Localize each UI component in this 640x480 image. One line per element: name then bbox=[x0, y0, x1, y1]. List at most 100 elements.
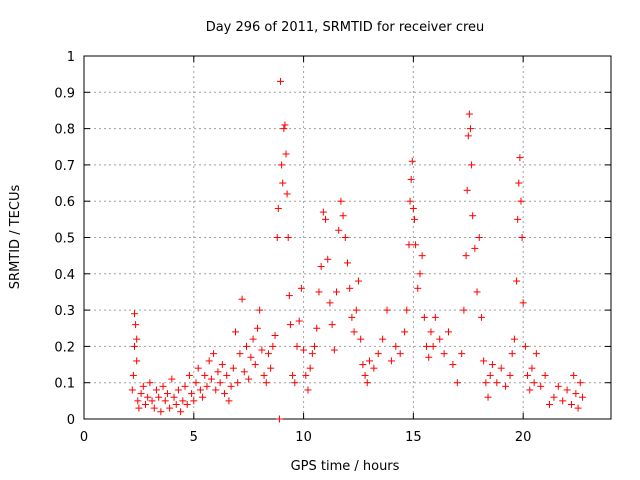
data-point bbox=[166, 404, 174, 412]
data-point bbox=[405, 241, 413, 249]
data-point bbox=[174, 386, 182, 394]
data-point bbox=[282, 150, 290, 158]
data-point bbox=[157, 408, 165, 416]
data-point bbox=[274, 204, 282, 212]
data-point bbox=[516, 154, 524, 162]
data-point bbox=[541, 371, 549, 379]
data-point bbox=[524, 371, 532, 379]
data-point bbox=[177, 408, 185, 416]
data-point bbox=[163, 390, 171, 398]
data-point bbox=[463, 186, 471, 194]
data-point bbox=[286, 321, 294, 329]
data-point bbox=[462, 252, 470, 260]
data-point bbox=[570, 371, 578, 379]
data-point bbox=[196, 386, 204, 394]
data-point bbox=[245, 375, 253, 383]
data-point bbox=[574, 404, 582, 412]
data-point bbox=[216, 379, 224, 387]
data-point bbox=[283, 190, 291, 198]
data-point bbox=[346, 284, 354, 292]
data-point bbox=[453, 379, 461, 387]
data-point bbox=[306, 364, 314, 372]
chart-title: Day 296 of 2011, SRMTID for receiver cre… bbox=[206, 20, 485, 35]
x-tick-label: 0 bbox=[80, 430, 88, 445]
data-point bbox=[537, 382, 545, 390]
data-point bbox=[550, 393, 558, 401]
data-point bbox=[486, 371, 494, 379]
data-point bbox=[131, 342, 139, 350]
data-point bbox=[242, 342, 250, 350]
data-point bbox=[308, 350, 316, 358]
data-point bbox=[412, 241, 420, 249]
data-point bbox=[129, 371, 137, 379]
data-point bbox=[134, 397, 142, 405]
data-point bbox=[468, 161, 476, 169]
data-point bbox=[513, 277, 521, 285]
y-tick-label: 0.7 bbox=[54, 159, 75, 174]
data-point bbox=[387, 357, 395, 365]
data-point bbox=[150, 404, 158, 412]
x-tick-label: 15 bbox=[405, 430, 422, 445]
data-point bbox=[258, 346, 266, 354]
data-point bbox=[148, 397, 156, 405]
data-point bbox=[289, 371, 297, 379]
data-point bbox=[267, 364, 275, 372]
data-point bbox=[465, 110, 473, 118]
y-tick-label: 0.6 bbox=[54, 195, 75, 210]
data-point bbox=[135, 404, 143, 412]
data-point bbox=[131, 310, 139, 318]
data-point bbox=[172, 400, 180, 408]
data-point bbox=[330, 346, 338, 354]
data-point bbox=[146, 379, 154, 387]
data-point bbox=[407, 175, 415, 183]
data-point bbox=[530, 379, 538, 387]
data-point bbox=[302, 371, 310, 379]
data-point bbox=[365, 357, 373, 365]
data-point bbox=[207, 375, 215, 383]
data-point bbox=[285, 292, 293, 300]
data-point bbox=[383, 306, 391, 314]
data-point bbox=[403, 306, 411, 314]
data-point bbox=[322, 215, 330, 223]
data-point bbox=[293, 342, 301, 350]
data-point bbox=[238, 295, 246, 303]
data-point bbox=[554, 382, 562, 390]
data-point bbox=[313, 324, 321, 332]
data-point bbox=[210, 350, 218, 358]
data-point bbox=[311, 342, 319, 350]
data-point bbox=[559, 397, 567, 405]
x-tick-label: 10 bbox=[295, 430, 312, 445]
data-point bbox=[410, 215, 418, 223]
data-point bbox=[328, 321, 336, 329]
data-point bbox=[260, 371, 268, 379]
y-tick-label: 0.9 bbox=[54, 86, 75, 101]
data-point bbox=[183, 400, 191, 408]
data-point bbox=[279, 179, 287, 187]
data-point bbox=[518, 234, 526, 241]
data-series bbox=[128, 77, 586, 423]
data-point bbox=[190, 397, 198, 405]
data-point bbox=[133, 357, 141, 365]
data-point bbox=[273, 234, 281, 241]
data-point bbox=[275, 415, 283, 423]
data-point bbox=[161, 397, 169, 405]
x-axis-label: GPS time / hours bbox=[291, 459, 400, 474]
data-point bbox=[464, 132, 472, 140]
data-point bbox=[521, 342, 529, 350]
axis-ticks: 00.10.20.30.40.50.60.70.80.910 5 10 15 20 bbox=[54, 50, 611, 445]
y-axis-label: SRMTID / TECUs bbox=[8, 185, 23, 290]
data-point bbox=[431, 313, 439, 321]
data-point bbox=[297, 284, 305, 292]
data-point bbox=[188, 390, 196, 398]
data-point bbox=[488, 361, 496, 369]
data-point bbox=[133, 335, 141, 343]
data-point bbox=[341, 234, 349, 241]
data-point bbox=[284, 234, 292, 241]
data-point bbox=[416, 270, 424, 278]
data-point bbox=[429, 342, 437, 350]
data-point bbox=[420, 313, 428, 321]
data-point bbox=[269, 342, 277, 350]
data-point bbox=[205, 357, 213, 365]
data-point bbox=[256, 306, 264, 314]
data-point bbox=[374, 350, 382, 358]
